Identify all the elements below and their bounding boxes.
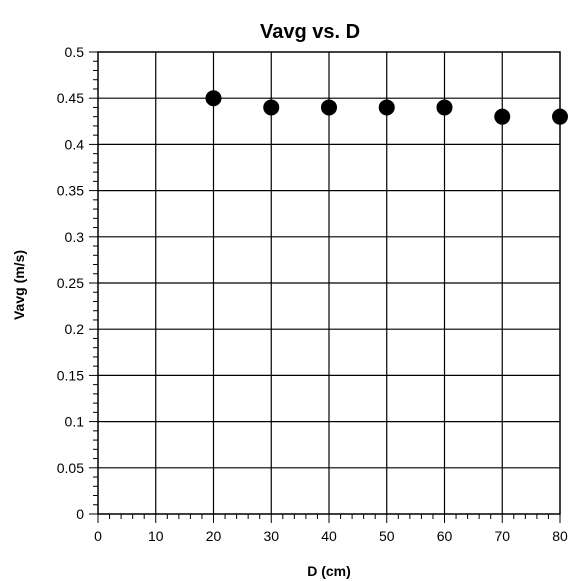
y-tick-label: 0.4 [65, 136, 85, 152]
x-tick-label: 20 [206, 528, 222, 544]
y-tick-label: 0 [76, 506, 84, 522]
data-point [436, 99, 453, 116]
y-axis-label: Vavg (m/s) [11, 250, 27, 320]
tick-marks [89, 51, 561, 523]
x-tick-label: 40 [321, 528, 337, 544]
x-axis-label: D (cm) [307, 563, 351, 579]
y-tick-label: 0.15 [57, 367, 84, 383]
data-point [552, 108, 568, 125]
y-tick-label: 0.2 [65, 321, 85, 337]
grid-lines [98, 52, 560, 514]
x-tick-label: 60 [437, 528, 453, 544]
data-point [378, 99, 395, 116]
x-tick-label: 0 [94, 528, 102, 544]
x-tick-label: 30 [263, 528, 279, 544]
x-tick-label: 70 [494, 528, 510, 544]
y-tick-label: 0.1 [65, 414, 85, 430]
y-tick-label: 0.5 [65, 44, 85, 60]
data-points [205, 90, 568, 125]
chart-title: Vavg vs. D [260, 21, 360, 43]
data-point [321, 99, 337, 116]
x-tick-label: 50 [379, 528, 395, 544]
x-tick-label: 80 [552, 528, 568, 544]
data-point [263, 99, 280, 116]
data-point [494, 108, 511, 125]
data-point [205, 90, 222, 107]
y-tick-label: 0.3 [65, 229, 85, 245]
y-tick-label: 0.05 [57, 460, 84, 476]
y-tick-label: 0.25 [57, 275, 84, 291]
y-tick-label: 0.45 [57, 90, 84, 106]
y-tick-label: 0.35 [57, 183, 84, 199]
x-tick-label: 10 [148, 528, 164, 544]
tick-labels: 0 10 20 30 40 50 60 70 80 0 0.05 0.1 0.15 0.2 0.25 0.3 0… [57, 44, 568, 544]
